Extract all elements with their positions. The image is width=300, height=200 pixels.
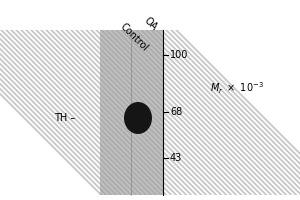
Polygon shape [130,30,298,195]
Polygon shape [165,30,300,195]
Polygon shape [85,30,253,195]
Polygon shape [125,30,292,195]
Polygon shape [0,30,148,195]
Polygon shape [55,30,223,195]
Polygon shape [40,30,208,195]
Polygon shape [20,30,188,195]
Polygon shape [0,30,128,195]
Polygon shape [15,30,182,195]
Polygon shape [170,30,300,195]
Polygon shape [135,30,300,195]
Polygon shape [0,30,122,195]
Polygon shape [175,30,300,195]
Polygon shape [140,30,300,195]
Polygon shape [110,30,278,195]
Polygon shape [60,30,227,195]
Polygon shape [105,30,272,195]
Polygon shape [95,30,262,195]
Polygon shape [45,30,212,195]
Polygon shape [100,30,268,195]
Text: 68: 68 [170,107,182,117]
Polygon shape [0,30,152,195]
Polygon shape [0,30,103,195]
Text: 43: 43 [170,153,182,163]
Polygon shape [0,30,142,195]
Polygon shape [30,30,197,195]
Polygon shape [160,30,300,195]
Polygon shape [80,30,248,195]
Polygon shape [0,30,158,195]
Polygon shape [75,30,242,195]
Polygon shape [10,30,178,195]
Polygon shape [50,30,217,195]
Text: $M_r\ \times\ 10^{-3}$: $M_r\ \times\ 10^{-3}$ [210,80,264,96]
Polygon shape [0,30,118,195]
Polygon shape [0,30,163,195]
Ellipse shape [124,102,152,134]
Polygon shape [90,30,257,195]
Polygon shape [65,30,232,195]
Text: OA: OA [142,15,159,32]
Polygon shape [0,30,167,195]
Polygon shape [115,30,283,195]
Polygon shape [0,30,112,195]
Polygon shape [120,30,287,195]
Polygon shape [5,30,172,195]
Text: Control: Control [118,21,150,53]
Polygon shape [25,30,193,195]
Polygon shape [35,30,202,195]
Polygon shape [150,30,300,195]
Polygon shape [145,30,300,195]
Polygon shape [70,30,238,195]
Polygon shape [0,30,133,195]
Polygon shape [0,30,137,195]
Polygon shape [155,30,300,195]
Bar [100,30,163,195]
Text: 100: 100 [170,50,188,60]
Polygon shape [0,30,107,195]
Text: TH –: TH – [54,113,75,123]
